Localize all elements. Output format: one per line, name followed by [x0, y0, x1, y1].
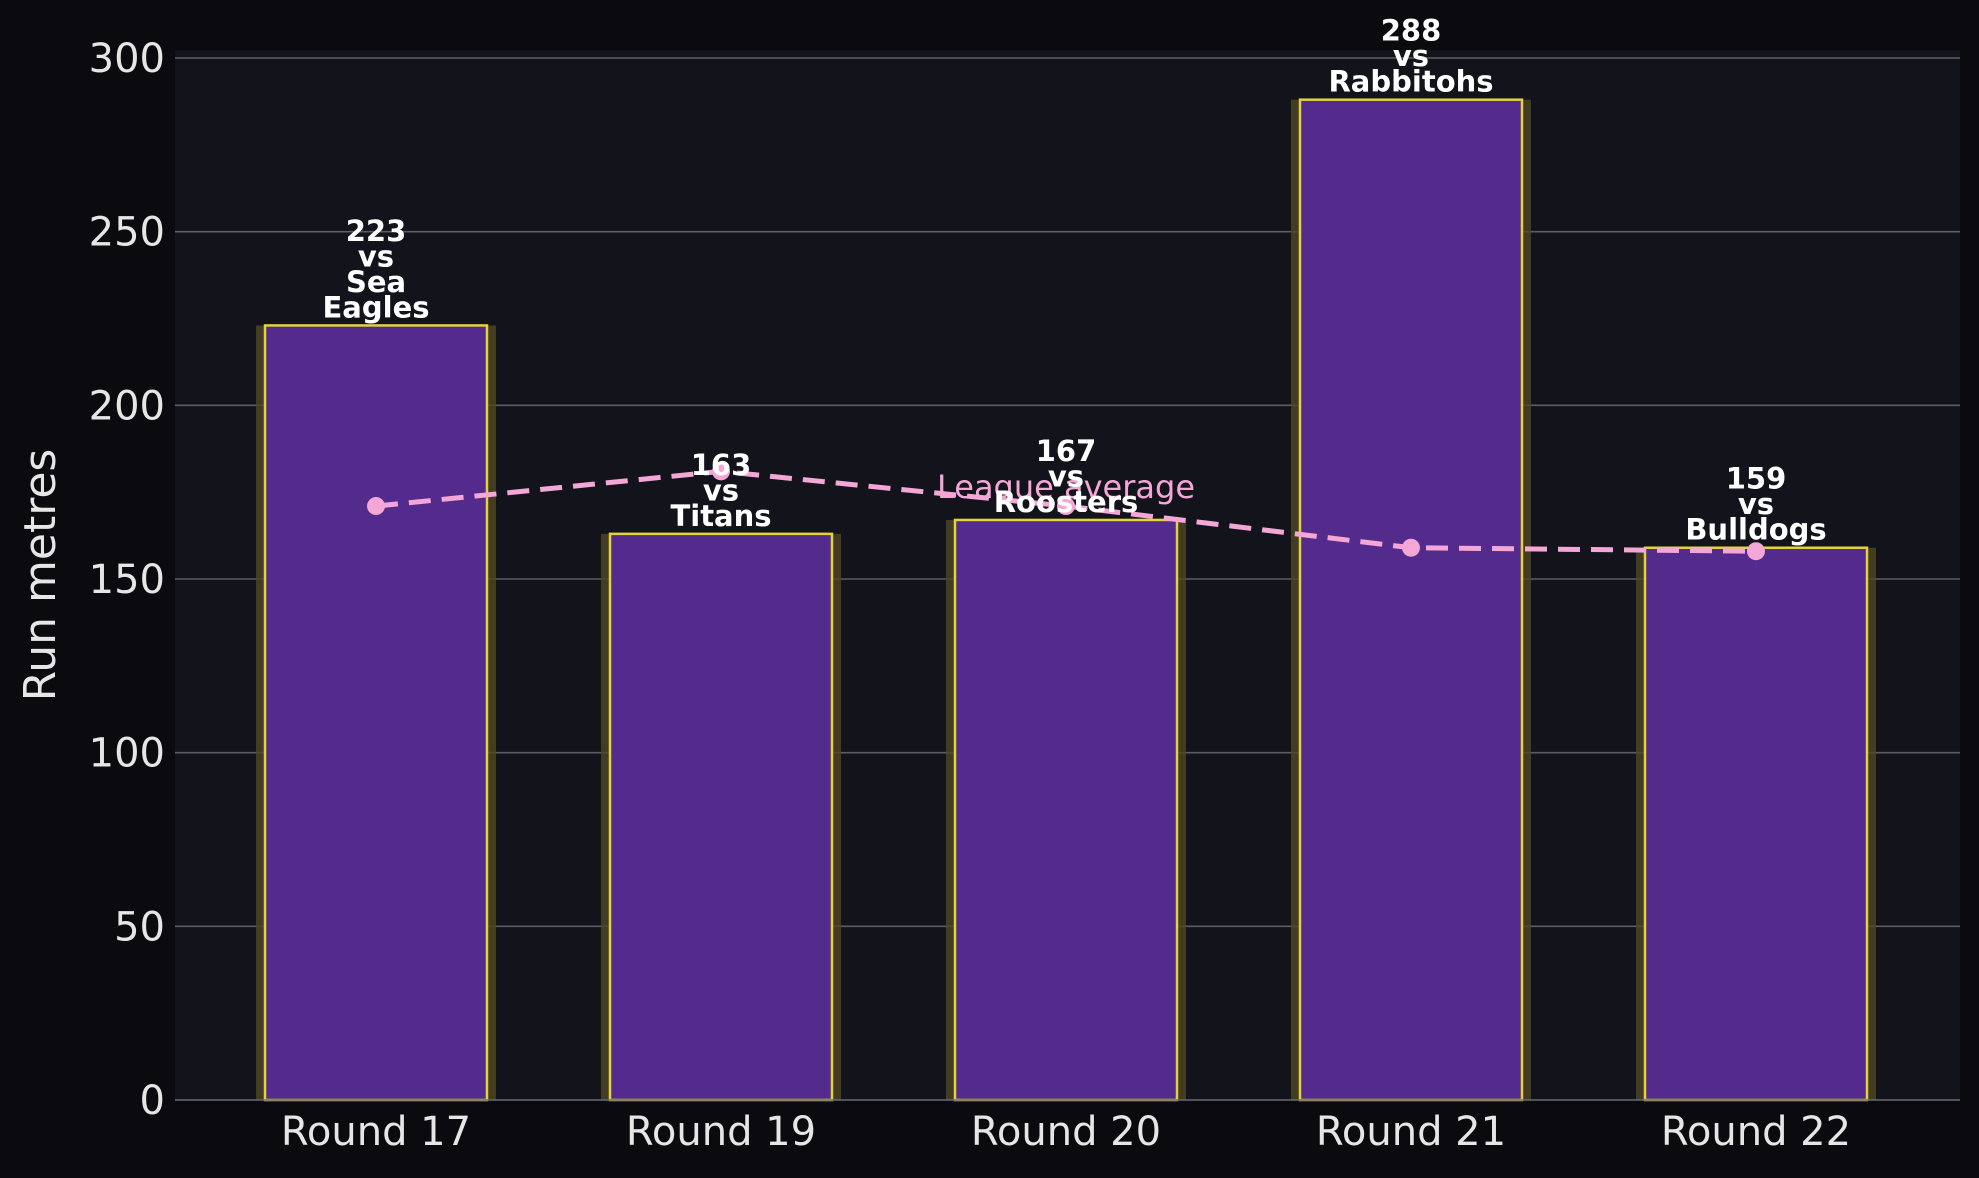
bar-data-label: vs	[1393, 39, 1429, 73]
bar-data-label: Sea	[346, 265, 406, 299]
bar	[1298, 98, 1524, 1102]
bar-data-label: 163	[691, 448, 752, 482]
y-tick-label: 200	[89, 383, 165, 429]
bar-data-label: vs	[1738, 487, 1774, 521]
y-axis-label: Run metres	[15, 449, 66, 702]
x-tick-label: Round 22	[1661, 1109, 1851, 1155]
league-average-series: League average	[367, 462, 1765, 561]
x-tick-label: Round 21	[1316, 1109, 1506, 1155]
bar-data-label: Eagles	[322, 290, 429, 324]
axes: 0 50 100 150 200 250 300 Round 17 Round 19 Round …	[89, 36, 1960, 1155]
bar-data-label: 223	[346, 214, 407, 248]
bars	[256, 98, 1876, 1102]
bar-data-label: vs	[358, 239, 394, 273]
y-tick-label: 300	[89, 36, 165, 82]
league-average-point	[1747, 542, 1765, 561]
bar	[263, 324, 489, 1102]
bar-data-label: 167	[1036, 434, 1097, 468]
y-tick-label: 250	[89, 210, 165, 256]
bar-data-label: Bulldogs	[1685, 513, 1826, 547]
bar	[608, 532, 834, 1102]
bar-data-label: 159	[1726, 462, 1787, 496]
x-tick-label: Round 19	[626, 1109, 816, 1155]
y-tick-label: 100	[89, 731, 165, 777]
bar-data-label: Rabbitohs	[1328, 65, 1493, 99]
bar-data-label: 288	[1381, 14, 1442, 48]
x-tick-label: Round 17	[281, 1109, 471, 1155]
y-tick-label: 50	[114, 904, 165, 950]
bar	[1643, 546, 1869, 1102]
league-average-point	[712, 462, 730, 481]
bar-data-label: vs	[1048, 459, 1084, 493]
bar-data-label: Titans	[670, 499, 771, 533]
bar-labels: 223vsSeaEagles163vsTitans167vsRoosters28…	[322, 14, 1826, 547]
league-average-point	[1402, 538, 1420, 557]
league-average-point	[1057, 497, 1075, 516]
bar-data-label: Roosters	[994, 485, 1139, 519]
bar-data-label: vs	[703, 473, 739, 507]
bar	[953, 518, 1179, 1102]
y-tick-label: 150	[89, 557, 165, 603]
league-average-label: League average	[937, 468, 1195, 506]
y-tick-label: 0	[140, 1078, 165, 1124]
league-average-point	[367, 497, 385, 516]
x-tick-label: Round 20	[971, 1109, 1161, 1155]
